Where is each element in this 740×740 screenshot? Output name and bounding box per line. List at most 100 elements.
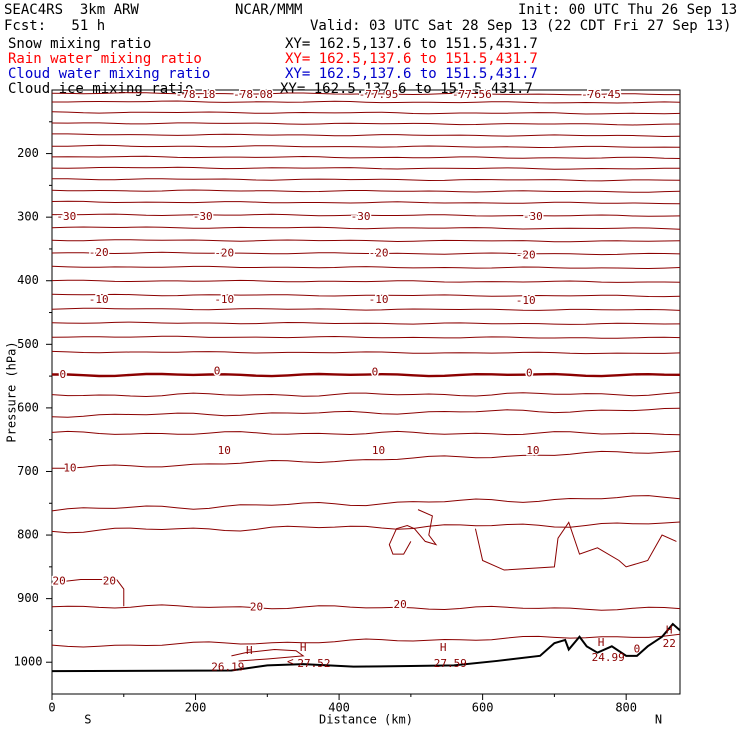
isotherm-line [51,307,681,311]
isotherm-line [51,335,681,339]
isotherm-line [51,604,681,611]
x-tick-label-4: 800 [615,701,637,715]
isotherm-label: 20 [250,601,263,614]
isotherm-label: 10 [63,461,76,474]
isotherm-line [51,495,681,512]
isotherm-label: 0 [214,365,221,378]
isotherm-label: -10 [214,293,234,306]
field-name-snow: Snow mixing ratio [8,36,152,52]
isotherm-near-surface [231,648,305,662]
high-marker-0: H [246,644,253,657]
isotherm-label: 0 [59,368,66,381]
x-tick-label-2: 400 [328,701,350,715]
isotherm-label: -20 [214,246,234,259]
isotherm-label: 10 [218,444,231,457]
top-contour-label-3: -77.56 [452,88,492,101]
isotherm-line [51,407,681,418]
model-title: SEAC4RS 3km ARW [4,2,139,18]
isotherm-label: 0 [526,367,533,380]
top-contour-label-2: -77.95 [359,88,399,101]
isotherm-label: -30 [56,210,76,223]
y-tick-label-2: 400 [17,273,39,287]
field-xy-snow: XY= 162.5,137.6 to 151.5,431.7 [285,36,538,52]
isotherm-line [51,155,681,159]
field-name-cloud-water: Cloud water mixing ratio [8,66,211,82]
isotherm-label: -30 [523,210,543,223]
isotherm-label: -20 [516,248,536,261]
y-tick-label-5: 700 [17,464,39,478]
isotherm-label: -20 [369,246,389,259]
isotherm-label: 10 [526,444,539,457]
y-tick-label-6: 800 [17,528,39,542]
isotherm-line [51,239,681,243]
surface-label-3: 24.99 [592,651,625,664]
south-end-label: S [84,713,91,727]
isotherm-line [51,226,681,230]
isotherm-closed [388,509,438,555]
isotherm-label: -30 [351,210,371,223]
isotherm-label: 20 [393,598,406,611]
y-tick-label-3: 500 [17,337,39,351]
isotherm-line [51,450,681,469]
isotherm-label: -10 [516,294,536,307]
y-tick-label-0: 200 [17,146,39,160]
isotherm-irregular [474,521,677,571]
y-tick-label-7: 900 [17,591,39,605]
isotherm-line [51,392,681,398]
y-axis-label: Pressure (hPa) [5,341,19,442]
isotherm-line [51,293,681,298]
top-contour-label-0: -78.18 [176,88,216,101]
isotherm-line [51,430,681,436]
init-time: Init: 00 UTC Thu 26 Sep 13 [518,2,738,18]
x-tick-label-1: 200 [185,701,207,715]
isotherm-label: -10 [369,293,389,306]
surface-label-1: 27.52 [297,657,330,670]
isotherm-line [51,265,681,270]
field-xy-cloud-water: XY= 162.5,137.6 to 151.5,431.7 [285,66,538,82]
surface-label-0: 26.19 [211,660,244,673]
isotherm-label: -10 [89,293,109,306]
extra-label-1: < [287,655,294,668]
high-marker-3: H [598,636,605,649]
isotherm-line [52,100,681,104]
isotherm-line [51,144,681,149]
x-tick-label-0: 0 [48,701,55,715]
high-marker-2: H [440,641,447,654]
isotherm-line [51,111,681,115]
plot-frame [51,89,681,695]
forecast-hour: Fcst: 51 h [4,18,106,34]
high-marker-1: H [300,641,307,654]
top-contour-label-4: -76.45 [581,88,621,101]
y-tick-label-1: 300 [17,210,39,224]
org-title: NCAR/MMM [235,2,303,18]
terrain-line [51,622,681,673]
isotherm-line [51,189,681,193]
x-tick-label-3: 600 [472,701,494,715]
isotherm-line [51,166,680,170]
isotherm-line [51,279,681,283]
isotherm-label: 20 [103,574,116,587]
y-tick-label-8: 1000 [14,655,43,669]
isotherm-line [52,372,681,378]
isotherm-line [51,251,681,256]
isotherm-label: 20 [53,574,66,587]
isotherm-label: 10 [372,444,385,457]
isotherm-line [52,133,681,138]
isotherm-label: -30 [193,210,213,223]
north-end-label: N [655,713,662,727]
high-marker-4: H [666,623,673,636]
valid-time: Valid: 03 UTC Sat 28 Sep 13 (22 CDT Fri … [310,18,732,34]
field-name-rain: Rain water mixing ratio [8,51,202,67]
isotherm-line [51,350,681,355]
isotherm-line [52,178,681,182]
isotherm-line [51,633,681,648]
y-tick-label-4: 600 [17,400,39,414]
field-xy-rain: XY= 162.5,137.6 to 151.5,431.7 [285,51,538,67]
isotherm-line [51,122,681,126]
top-contour-label-1: -78.08 [233,88,273,101]
surface-label-4: 22 [663,637,676,650]
x-axis-label: Distance (km) [319,713,413,727]
extra-label-0: 0 [634,642,641,655]
isotherm-label: -20 [89,246,109,259]
